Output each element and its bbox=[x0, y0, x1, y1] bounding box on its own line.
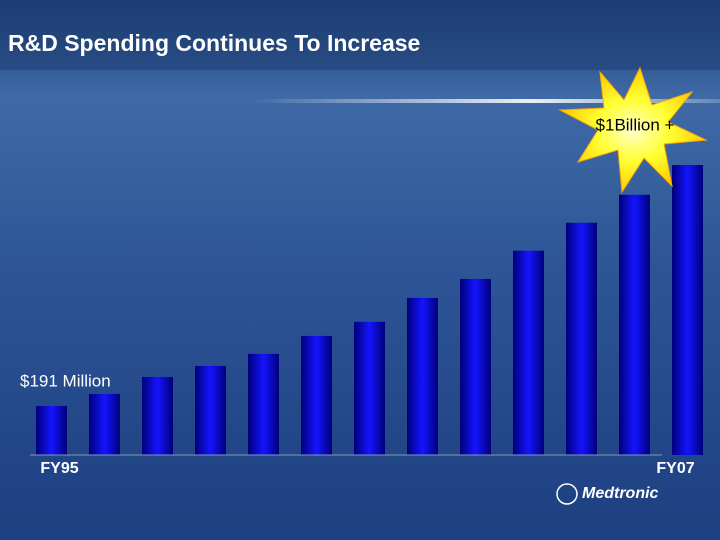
plot bbox=[36, 165, 703, 456]
bar bbox=[195, 365, 226, 455]
highlight bbox=[250, 99, 720, 103]
bar bbox=[566, 222, 597, 455]
bar bbox=[407, 297, 438, 455]
title-band bbox=[0, 0, 720, 70]
bar bbox=[513, 250, 544, 455]
chart-title: R&D Spending Continues To Increase bbox=[8, 30, 420, 56]
logo: Medtronic bbox=[582, 485, 659, 502]
bar bbox=[36, 405, 67, 455]
starburst bbox=[558, 66, 708, 194]
x-tick-label: FY07 bbox=[656, 460, 694, 477]
bar bbox=[89, 393, 120, 455]
bar bbox=[301, 335, 332, 455]
bar bbox=[142, 376, 173, 455]
bar bbox=[672, 165, 703, 455]
x-tick-label: FY95 bbox=[40, 460, 78, 477]
bar bbox=[619, 194, 650, 456]
bar bbox=[354, 321, 385, 455]
data-label: $191 Million bbox=[20, 371, 111, 390]
bar bbox=[460, 278, 491, 455]
data-label: $1Billion + bbox=[596, 115, 675, 134]
bar bbox=[248, 353, 279, 455]
logo-icon bbox=[556, 483, 578, 505]
